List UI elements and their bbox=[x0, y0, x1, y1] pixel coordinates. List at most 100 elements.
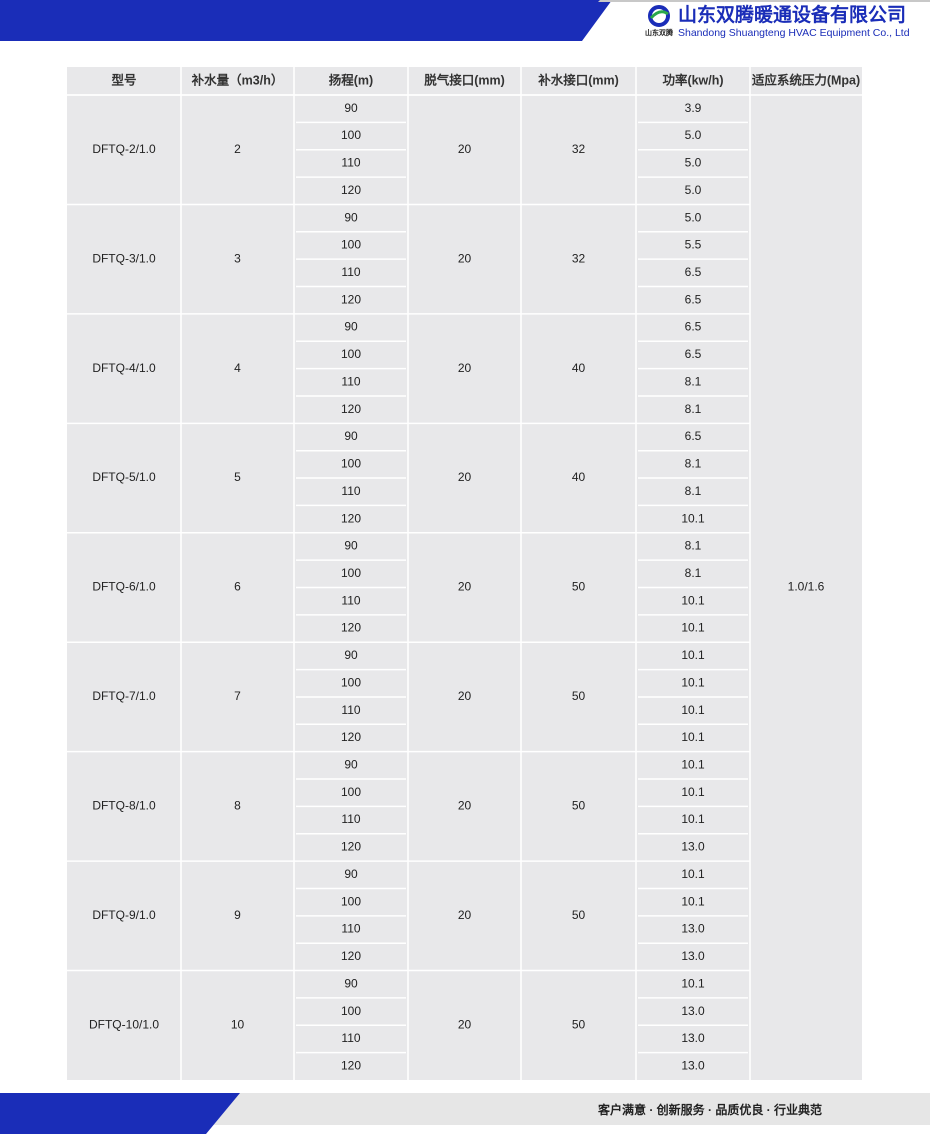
cell-power: 8.1 bbox=[685, 539, 702, 553]
column-header: 功率(kw/h) bbox=[662, 72, 723, 87]
logo-ring bbox=[648, 5, 670, 27]
cell-power: 13.0 bbox=[681, 1031, 705, 1045]
cell-head: 120 bbox=[341, 840, 361, 854]
cell-head: 120 bbox=[341, 402, 361, 416]
cell-power: 6.5 bbox=[685, 347, 702, 361]
cell-power: 10.1 bbox=[681, 511, 705, 525]
cell-head: 110 bbox=[341, 484, 360, 498]
cell-flow: 4 bbox=[234, 361, 241, 375]
cell-makeup: 50 bbox=[572, 908, 586, 922]
cell-model: DFTQ-7/1.0 bbox=[92, 689, 156, 703]
cell-head: 90 bbox=[344, 101, 358, 115]
cell-model: DFTQ-6/1.0 bbox=[92, 580, 156, 594]
logo-text: 山东双腾 bbox=[645, 28, 674, 37]
cell-head: 90 bbox=[344, 648, 358, 662]
cell-head: 90 bbox=[344, 539, 358, 553]
cell-makeup: 50 bbox=[572, 580, 586, 594]
header-band bbox=[0, 0, 612, 41]
table-bg bbox=[67, 67, 862, 1080]
cell-power: 13.0 bbox=[681, 949, 705, 963]
cell-power: 13.0 bbox=[681, 922, 705, 936]
cell-power: 6.5 bbox=[685, 320, 702, 334]
cell-degas: 20 bbox=[458, 361, 472, 375]
cell-power: 8.1 bbox=[685, 374, 702, 388]
cell-head: 90 bbox=[344, 758, 358, 772]
cell-power: 10.1 bbox=[681, 758, 705, 772]
cell-power: 10.1 bbox=[681, 730, 705, 744]
spec-table: 型号 补水量（m3/h） 扬程(m) 脱气接口(mm) 补水接口(mm) 功率(kw/h)… bbox=[67, 67, 862, 1080]
cell-power: 8.1 bbox=[685, 402, 702, 416]
cell-makeup: 32 bbox=[572, 251, 586, 265]
cell-power: 10.1 bbox=[681, 812, 705, 826]
cell-head: 100 bbox=[341, 894, 361, 908]
cell-flow: 10 bbox=[231, 1017, 245, 1031]
cell-head: 100 bbox=[341, 128, 361, 142]
cell-degas: 20 bbox=[458, 580, 472, 594]
cell-power: 10.1 bbox=[681, 621, 705, 635]
cell-power: 6.5 bbox=[685, 265, 702, 279]
cell-head: 100 bbox=[341, 675, 361, 689]
column-header: 适应系统压力(Mpa) bbox=[752, 72, 860, 87]
cell-head: 110 bbox=[341, 593, 360, 607]
cell-power: 10.1 bbox=[681, 648, 705, 662]
cell-head: 90 bbox=[344, 976, 358, 990]
cell-head: 100 bbox=[341, 1004, 361, 1018]
cell-degas: 20 bbox=[458, 908, 472, 922]
cell-model: DFTQ-4/1.0 bbox=[92, 361, 156, 375]
cell-head: 100 bbox=[341, 457, 361, 471]
cell-head: 90 bbox=[344, 210, 358, 224]
cell-power: 13.0 bbox=[681, 1058, 705, 1072]
logo-swoosh bbox=[649, 10, 669, 20]
cell-makeup: 32 bbox=[572, 142, 586, 156]
cell-flow: 7 bbox=[234, 689, 241, 703]
cell-flow: 5 bbox=[234, 470, 241, 484]
column-header: 脱气接口(mm) bbox=[424, 72, 505, 87]
cell-power: 10.1 bbox=[681, 593, 705, 607]
column-header: 型号 bbox=[111, 72, 136, 87]
cell-power: 10.1 bbox=[681, 703, 705, 717]
cell-head: 90 bbox=[344, 867, 358, 881]
cell-power: 5.0 bbox=[685, 183, 702, 197]
cell-power: 10.1 bbox=[681, 867, 705, 881]
header-line bbox=[598, 0, 930, 2]
company-cn: 山东双腾暖通设备有限公司 bbox=[678, 3, 906, 26]
cell-flow: 8 bbox=[234, 799, 241, 813]
cell-power: 10.1 bbox=[681, 675, 705, 689]
cell-head: 120 bbox=[341, 730, 361, 744]
cell-power: 3.9 bbox=[685, 101, 702, 115]
cell-power: 6.5 bbox=[685, 429, 702, 443]
cell-power: 13.0 bbox=[681, 840, 705, 854]
cell-power: 8.1 bbox=[685, 457, 702, 471]
company-en: Shandong Shuangteng HVAC Equipment Co., … bbox=[678, 27, 910, 39]
cell-makeup: 50 bbox=[572, 799, 586, 813]
cell-head: 90 bbox=[344, 320, 358, 334]
cell-power: 10.1 bbox=[681, 785, 705, 799]
cell-makeup: 50 bbox=[572, 1017, 586, 1031]
cell-model: DFTQ-5/1.0 bbox=[92, 470, 156, 484]
column-header: 补水接口(mm) bbox=[537, 72, 619, 87]
cell-pressure: 1.0/1.6 bbox=[788, 580, 825, 594]
cell-makeup: 50 bbox=[572, 689, 586, 703]
cell-degas: 20 bbox=[458, 689, 472, 703]
cell-head: 120 bbox=[341, 292, 361, 306]
cell-power: 5.0 bbox=[685, 210, 702, 224]
cell-head: 110 bbox=[341, 156, 360, 170]
cell-power: 8.1 bbox=[685, 484, 702, 498]
cell-degas: 20 bbox=[458, 251, 472, 265]
cell-head: 110 bbox=[341, 374, 360, 388]
cell-flow: 9 bbox=[234, 908, 241, 922]
cell-model: DFTQ-10/1.0 bbox=[89, 1017, 159, 1031]
cell-model: DFTQ-3/1.0 bbox=[92, 251, 156, 265]
footer-accent bbox=[0, 1093, 240, 1134]
cell-head: 120 bbox=[341, 183, 361, 197]
cell-makeup: 40 bbox=[572, 470, 586, 484]
cell-head: 110 bbox=[341, 922, 360, 936]
cell-flow: 6 bbox=[234, 580, 241, 594]
cell-power: 6.5 bbox=[685, 292, 702, 306]
cell-degas: 20 bbox=[458, 799, 472, 813]
cell-degas: 20 bbox=[458, 142, 472, 156]
cell-head: 100 bbox=[341, 785, 361, 799]
cell-head: 120 bbox=[341, 1058, 361, 1072]
